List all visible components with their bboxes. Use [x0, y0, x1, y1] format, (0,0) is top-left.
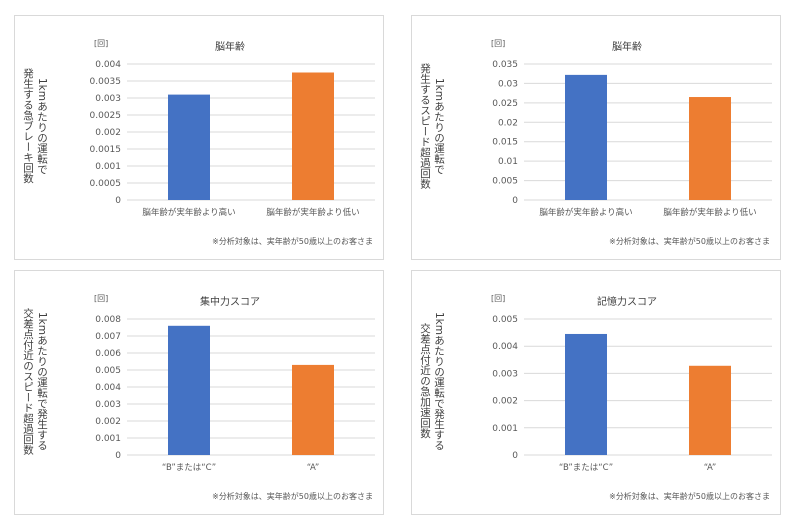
- x-category-label: 脳年齢が実年齢より低い: [663, 207, 756, 218]
- chart-panel-speeding: 0 0.005 0.01 0.015 0.02 0.025 0.03 0.035 脳年齢が実年齢…: [411, 15, 781, 260]
- chart-title: 脳年齢: [215, 42, 245, 53]
- y-unit: [回]: [491, 294, 506, 303]
- y-tick-label: 0.0005: [90, 179, 122, 189]
- chart-canvas: 0 0.001 0.002 0.003 0.004 0.005 0.006 0.007 0.00…: [95, 315, 375, 473]
- x-category-label: 脳年齢が実年齢より低い: [266, 207, 359, 218]
- bar-2: [292, 72, 334, 200]
- chart-canvas: 0 0.0005 0.001 0.0015 0.002 0.0025 0.003 0.0035…: [90, 60, 375, 218]
- bar-1: [565, 333, 607, 455]
- y-axis-label-line: 1kmあたりの運転で: [36, 77, 48, 175]
- y-tick-label: 0: [115, 451, 121, 461]
- y-axis-label-line: 発生するスピード超過回数: [419, 63, 431, 189]
- bar-1: [565, 74, 607, 200]
- y-tick-label: 0.004: [95, 383, 121, 393]
- y-unit: [回]: [94, 39, 109, 48]
- y-axis-label: 1kmあたりの運転で 発生する急ブレーキ回数: [21, 36, 49, 216]
- y-tick-label: 0.004: [95, 60, 121, 70]
- y-unit: [回]: [491, 39, 506, 48]
- y-tick-label: 0.001: [95, 434, 121, 444]
- y-tick-label: 0: [512, 196, 518, 206]
- x-category-label: “B”または“C”: [559, 463, 613, 473]
- bar-1: [168, 325, 210, 455]
- y-tick-label: 0.005: [492, 315, 518, 325]
- y-tick-label: 0.001: [95, 162, 121, 172]
- y-axis-label-line: 1kmあたりの運転で: [433, 77, 445, 175]
- y-tick-label: 0.0015: [90, 145, 122, 155]
- y-tick-label: 0.002: [95, 128, 121, 138]
- y-tick-label: 0.003: [95, 94, 121, 104]
- y-tick-label: 0.001: [492, 424, 518, 434]
- y-tick-label: 0.01: [498, 157, 518, 167]
- y-tick-label: 0.015: [492, 138, 518, 148]
- analysis-note: ※分析対象は、実年齢が50歳以上のお客さま: [212, 237, 373, 246]
- y-axis-label-line: 交差点付近のスピード超過回数: [22, 307, 34, 455]
- y-tick-label: 0: [512, 451, 518, 461]
- analysis-note: ※分析対象は、実年齢が50歳以上のお客さま: [609, 237, 770, 246]
- analysis-note: ※分析対象は、実年齢が50歳以上のお客さま: [609, 492, 770, 501]
- x-category-label: 脳年齢が実年齢より高い: [539, 207, 632, 218]
- y-axis-label: 1kmあたりの運転で発生する 交差点付近の急加速回数: [418, 291, 446, 471]
- x-category-label: “A”: [307, 463, 319, 473]
- y-tick-label: 0.006: [95, 349, 121, 359]
- y-tick-label: 0.005: [95, 366, 121, 376]
- y-tick-label: 0.0035: [90, 77, 122, 87]
- y-axis-label: 1kmあたりの運転で 発生するスピード超過回数: [418, 36, 446, 216]
- y-tick-label: 0.002: [492, 397, 518, 407]
- chart-title: 集中力スコア: [200, 297, 260, 308]
- y-unit: [回]: [94, 294, 109, 303]
- chart-panel-concentration: 0 0.001 0.002 0.003 0.004 0.005 0.006 0.007 0.00…: [14, 270, 384, 515]
- y-tick-label: 0.035: [492, 60, 518, 70]
- bar-2: [689, 97, 731, 200]
- y-tick-label: 0.025: [492, 99, 518, 109]
- x-category-label: 脳年齢が実年齢より高い: [142, 207, 235, 218]
- bar-1: [168, 94, 210, 200]
- y-tick-label: 0.003: [95, 400, 121, 410]
- x-category-label: “A”: [704, 463, 716, 473]
- bar-2: [292, 364, 334, 455]
- y-tick-label: 0.007: [95, 332, 121, 342]
- y-tick-label: 0.008: [95, 315, 121, 325]
- chart-panel-memory: 0 0.001 0.002 0.003 0.004 0.005 “B”または“C” “A” […: [411, 270, 781, 515]
- chart-panel-brake: 0 0.0005 0.001 0.0015 0.002 0.0025 0.003 0.0035…: [14, 15, 384, 260]
- y-axis-label: 1kmあたりの運転で発生する 交差点付近のスピード超過回数: [21, 291, 49, 471]
- bar-2: [689, 365, 731, 455]
- y-axis-label-line: 交差点付近の急加速回数: [419, 323, 431, 439]
- chart-title: 記憶力スコア: [597, 297, 657, 308]
- y-tick-label: 0.03: [498, 79, 518, 89]
- y-axis-label-line: 発生する急ブレーキ回数: [22, 68, 34, 184]
- y-tick-label: 0.003: [492, 369, 518, 379]
- chart-title: 脳年齢: [612, 42, 642, 53]
- y-tick-label: 0.002: [95, 417, 121, 427]
- y-axis-label-line: 1kmあたりの運転で発生する: [36, 311, 48, 451]
- y-tick-label: 0.005: [492, 177, 518, 187]
- y-axis-label-line: 1kmあたりの運転で発生する: [433, 311, 445, 451]
- analysis-note: ※分析対象は、実年齢が50歳以上のお客さま: [212, 492, 373, 501]
- y-tick-label: 0.004: [492, 342, 518, 352]
- y-tick-label: 0.02: [498, 118, 518, 128]
- y-tick-label: 0.0025: [90, 111, 122, 121]
- chart-canvas: 0 0.005 0.01 0.015 0.02 0.025 0.03 0.035 脳年齢が実年齢…: [492, 60, 772, 218]
- x-category-label: “B”または“C”: [162, 463, 216, 473]
- y-tick-label: 0: [115, 196, 121, 206]
- chart-canvas: 0 0.001 0.002 0.003 0.004 0.005 “B”または“C” “A”: [492, 315, 772, 473]
